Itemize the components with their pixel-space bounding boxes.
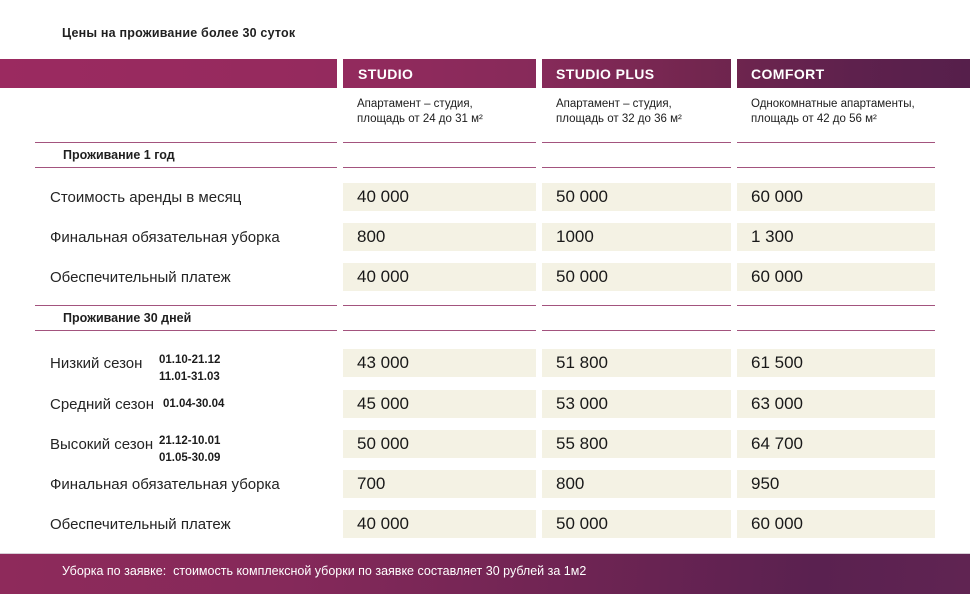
price-value: 800 (556, 474, 585, 493)
price-cell: 60 000 (737, 183, 935, 211)
price-value: 51 800 (556, 353, 608, 372)
season-dates: 21.12-10.01 01.05-30.09 (159, 433, 220, 467)
column-separator (536, 59, 542, 88)
price-value: 60 000 (751, 187, 803, 206)
price-value: 55 800 (556, 434, 608, 453)
season-dates: 01.04-30.04 (163, 396, 224, 413)
section-rule-label-col (35, 305, 337, 331)
price-cell: 40 000 (343, 183, 536, 211)
price-value: 63 000 (751, 394, 803, 413)
table-row: Обеспечительный платеж 40 000 50 000 60 … (0, 263, 970, 291)
price-value: 1000 (556, 227, 594, 246)
column-descriptions-row: Апартамент – студия, площадь от 24 до 31… (0, 97, 970, 131)
price-cell: 40 000 (343, 510, 536, 538)
row-label: Обеспечительный платеж (50, 268, 231, 286)
row-label: Высокий сезон (50, 435, 154, 453)
section-rule (737, 305, 935, 331)
price-value: 60 000 (751, 267, 803, 286)
price-value: 53 000 (556, 394, 608, 413)
price-cell: 50 000 (542, 183, 731, 211)
price-cell: 50 000 (542, 263, 731, 291)
column-description-comfort: Однокомнатные апартаменты, площадь от 42… (751, 98, 915, 125)
price-value: 800 (357, 227, 386, 246)
page-title: Цены на проживание более 30 суток (62, 26, 296, 40)
column-description-studio-plus: Апартамент – студия, площадь от 32 до 36… (556, 98, 682, 125)
price-cell: 61 500 (737, 349, 935, 377)
price-cell: 800 (343, 223, 536, 251)
date-range: 01.04-30.04 (163, 398, 225, 410)
price-cell: 800 (542, 470, 731, 498)
table-row: Стоимость аренды в месяц 40 000 50 000 6… (0, 183, 970, 211)
price-cell: 1000 (542, 223, 731, 251)
price-value: 60 000 (751, 514, 803, 533)
column-separator (337, 59, 343, 88)
price-value: 43 000 (357, 353, 409, 372)
price-value: 64 700 (751, 434, 803, 453)
section-rule (343, 305, 536, 331)
footer-note: Уборка по заявке: стоимость комплексной … (62, 563, 587, 578)
price-cell: 64 700 (737, 430, 935, 458)
price-value: 40 000 (357, 514, 409, 533)
section-heading-band: Проживание 30 дней (0, 305, 970, 331)
price-value: 50 000 (357, 434, 409, 453)
price-value: 950 (751, 474, 780, 493)
season-dates: 01.10-21.12 11.01-31.03 (159, 352, 220, 386)
price-value: 50 000 (556, 514, 608, 533)
date-range: 11.01-31.03 (159, 371, 220, 383)
date-range: 01.10-21.12 (159, 354, 221, 366)
section-label: Проживание 30 дней (63, 311, 192, 325)
row-label: Финальная обязательная уборка (50, 228, 280, 246)
date-range: 01.05-30.09 (159, 452, 221, 464)
section-rule (737, 142, 935, 168)
table-row: Высокий сезон 21.12-10.01 01.05-30.09 50… (0, 430, 970, 464)
table-row: Низкий сезон 01.10-21.12 11.01-31.03 43 … (0, 349, 970, 383)
row-label: Средний сезон (50, 395, 154, 413)
column-header-studio: STUDIO (358, 65, 414, 82)
column-header-comfort: COMFORT (751, 65, 825, 82)
row-label: Обеспечительный платеж (50, 515, 231, 533)
price-cell: 950 (737, 470, 935, 498)
price-value: 45 000 (357, 394, 409, 413)
price-cell: 1 300 (737, 223, 935, 251)
price-cell: 50 000 (542, 510, 731, 538)
row-label: Низкий сезон (50, 354, 143, 372)
price-cell: 55 800 (542, 430, 731, 458)
section-rule (542, 305, 731, 331)
price-value: 40 000 (357, 187, 409, 206)
price-cell: 700 (343, 470, 536, 498)
column-description-studio: Апартамент – студия, площадь от 24 до 31… (357, 98, 483, 125)
table-row: Финальная обязательная уборка 800 1000 1… (0, 223, 970, 251)
price-cell: 60 000 (737, 510, 935, 538)
price-value: 40 000 (357, 267, 409, 286)
price-cell: 43 000 (343, 349, 536, 377)
price-cell: 40 000 (343, 263, 536, 291)
section-heading-band: Проживание 1 год (0, 142, 970, 168)
column-separator (731, 59, 737, 88)
price-value: 1 300 (751, 227, 794, 246)
price-cell: 50 000 (343, 430, 536, 458)
price-value: 700 (357, 474, 386, 493)
row-label: Стоимость аренды в месяц (50, 188, 242, 206)
section-rule (542, 142, 731, 168)
price-cell: 63 000 (737, 390, 935, 418)
row-label: Финальная обязательная уборка (50, 475, 280, 493)
table-row: Финальная обязательная уборка 700 800 95… (0, 470, 970, 498)
price-cell: 60 000 (737, 263, 935, 291)
price-value: 50 000 (556, 187, 608, 206)
price-value: 50 000 (556, 267, 608, 286)
table-row: Обеспечительный платеж 40 000 50 000 60 … (0, 510, 970, 538)
table-row: Средний сезон 01.04-30.04 45 000 53 000 … (0, 390, 970, 418)
date-range: 21.12-10.01 (159, 435, 221, 447)
price-value: 61 500 (751, 353, 803, 372)
price-cell: 51 800 (542, 349, 731, 377)
price-cell: 53 000 (542, 390, 731, 418)
section-rule (343, 142, 536, 168)
section-rule-label-col (35, 142, 337, 168)
price-cell: 45 000 (343, 390, 536, 418)
table-header-band: STUDIO STUDIO PLUS COMFORT (0, 59, 970, 88)
footer-band: Уборка по заявке: стоимость комплексной … (0, 553, 970, 594)
column-header-studio-plus: STUDIO PLUS (556, 65, 655, 82)
section-label: Проживание 1 год (63, 148, 175, 162)
